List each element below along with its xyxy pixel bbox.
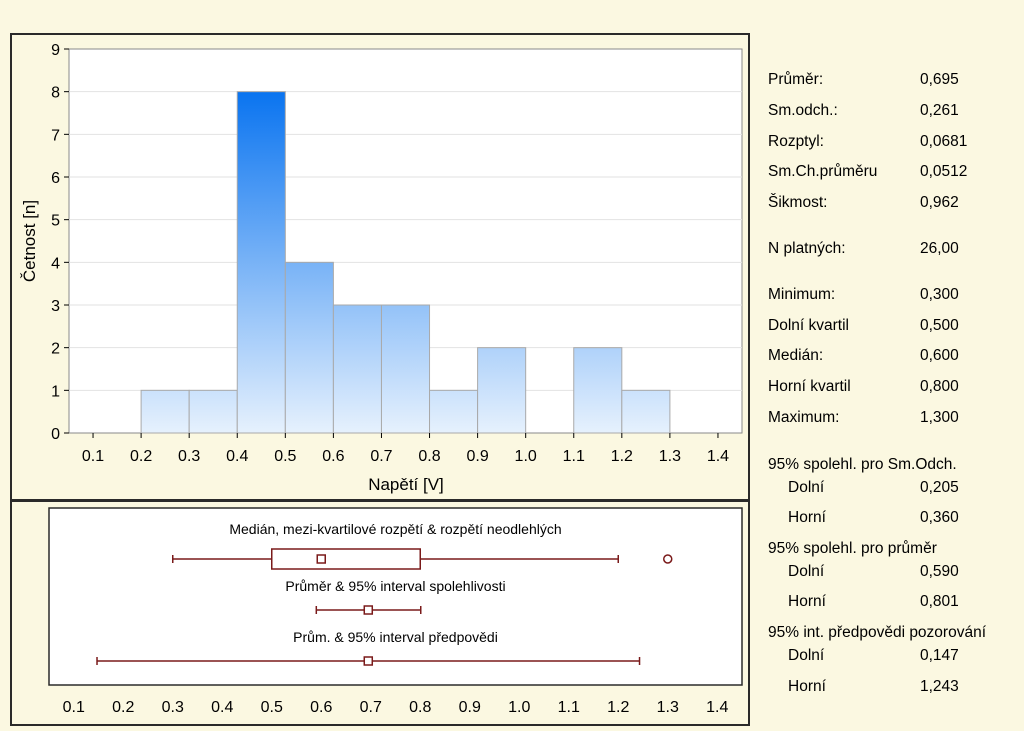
- histogram-bar: [140, 389, 190, 434]
- box-x-tick-label: 0.5: [261, 699, 283, 716]
- boxplot-panel: Medián, mezi-kvartilové rozpětí & rozpět…: [10, 500, 750, 726]
- box-x-tick-label: 0.1: [63, 699, 85, 716]
- box-x-tick-label: 1.0: [508, 699, 530, 716]
- y-tick-label: 3: [51, 298, 60, 315]
- x-tick-label: 1.3: [659, 448, 681, 465]
- x-tick-label: 1.1: [563, 448, 585, 465]
- box-x-tick-label: 1.4: [706, 699, 728, 716]
- pi-lower: Dolní 0,147: [788, 647, 959, 664]
- stat-variance: Rozptyl: 0,0681: [768, 133, 968, 150]
- stat-std-error: Sm.Ch.průměru 0,0512: [768, 163, 968, 180]
- histogram-bar: [621, 389, 671, 434]
- stat-upper-quartile: Horní kvartil 0,800: [768, 378, 959, 395]
- y-axis-label: Četnost [n]: [20, 200, 39, 282]
- box-row-label: Průměr & 95% interval spolehlivosti: [285, 578, 505, 594]
- box-x-tick-label: 0.9: [459, 699, 481, 716]
- box-x-tick-label: 1.2: [607, 699, 629, 716]
- y-tick-label: 8: [51, 85, 60, 102]
- stat-lower-quartile: Dolní kvartil 0,500: [768, 317, 959, 334]
- x-axis-label: Napětí [V]: [368, 475, 444, 494]
- x-tick-label: 0.6: [322, 448, 344, 465]
- box-plot-area: [48, 507, 743, 686]
- histogram-chart: 0 1 2 3 4 5 6 7 8 9 0.1 0.2 0.3 0.4 0.5 0.6 0.7 0.8 0.9 1.…: [20, 42, 743, 494]
- x-tick-label: 1.0: [515, 448, 537, 465]
- stat-median: Medián: 0,600: [768, 347, 959, 364]
- x-tick-label: 1.4: [707, 448, 729, 465]
- stat-skewness: Šikmost: 0,962: [768, 194, 959, 211]
- histogram-bar: [477, 347, 527, 434]
- stat-n-valid: N platných: 26,00: [768, 240, 959, 257]
- boxplot-chart: Medián, mezi-kvartilové rozpětí & rozpět…: [48, 507, 743, 716]
- ci-sd-upper: Horní 0,360: [788, 509, 959, 526]
- pi-title: 95% int. předpovědi pozorování: [768, 624, 987, 641]
- stat-maximum: Maximum: 1,300: [768, 409, 959, 426]
- histogram-bar: [332, 304, 382, 434]
- y-tick-label: 6: [51, 170, 60, 187]
- box-x-tick-label: 0.6: [310, 699, 332, 716]
- x-tick-label: 0.7: [370, 448, 392, 465]
- x-tick-label: 0.8: [418, 448, 440, 465]
- y-tick-label: 7: [51, 127, 60, 144]
- ci-mean-upper: Horní 0,801: [788, 593, 959, 610]
- box-x-tick-label: 0.3: [162, 699, 184, 716]
- box-x-tick-label: 1.3: [657, 699, 679, 716]
- histogram-panel: 0 1 2 3 4 5 6 7 8 9 0.1 0.2 0.3 0.4 0.5 0.6 0.7 0.8 0.9 1.…: [10, 33, 750, 501]
- x-tick-label: 0.1: [82, 448, 104, 465]
- x-tick-label: 0.9: [466, 448, 488, 465]
- stat-minimum: Minimum: 0,300: [768, 286, 959, 303]
- y-tick-label: 2: [51, 341, 60, 358]
- pi-upper: Horní 1,243: [788, 678, 959, 695]
- y-tick-label: 1: [51, 383, 60, 400]
- y-tick-label: 4: [51, 255, 60, 272]
- box-x-tick-label: 0.4: [211, 699, 233, 716]
- histogram-bar: [380, 304, 431, 434]
- stat-stdev: Sm.odch.: 0,261: [768, 102, 959, 119]
- median-marker: [316, 554, 326, 564]
- box-x-tick-label: 0.7: [360, 699, 382, 716]
- x-tick-label: 1.2: [611, 448, 633, 465]
- histogram-bar: [573, 347, 623, 434]
- box-x-tick-label: 0.8: [409, 699, 431, 716]
- x-tick-label: 0.2: [130, 448, 152, 465]
- iqr-box: [271, 548, 421, 570]
- box-row-label: Medián, mezi-kvartilové rozpětí & rozpět…: [229, 521, 561, 537]
- histogram-bar: [284, 261, 334, 434]
- statistics-panel: Průměr: 0,695 Sm.odch.: 0,261 Rozptyl: 0,06…: [768, 0, 1024, 731]
- y-tick-label: 0: [51, 426, 60, 443]
- box-row-label: Prům. & 95% interval předpovědi: [293, 629, 498, 645]
- ci-mean-lower: Dolní 0,590: [788, 563, 959, 580]
- box-x-tick-label: 0.2: [112, 699, 134, 716]
- ci-sd-title: 95% spolehl. pro Sm.Odch.: [768, 456, 957, 473]
- ci-sd-lower: Dolní 0,205: [788, 479, 959, 496]
- mean-marker: [363, 605, 374, 615]
- outlier-point: [663, 554, 673, 564]
- stat-mean: Průměr: 0,695: [768, 71, 959, 88]
- x-tick-label: 0.3: [178, 448, 200, 465]
- box-x-tick-label: 1.1: [558, 699, 580, 716]
- ci-mean-title: 95% spolehl. pro průměr: [768, 540, 937, 557]
- histogram-bar: [188, 389, 238, 434]
- histogram-bar: [236, 91, 286, 434]
- mean-marker: [363, 656, 374, 666]
- histogram-bar: [429, 389, 479, 434]
- x-tick-label: 0.4: [226, 448, 248, 465]
- y-tick-label: 9: [51, 42, 60, 59]
- y-tick-label: 5: [51, 213, 60, 230]
- x-tick-label: 0.5: [274, 448, 296, 465]
